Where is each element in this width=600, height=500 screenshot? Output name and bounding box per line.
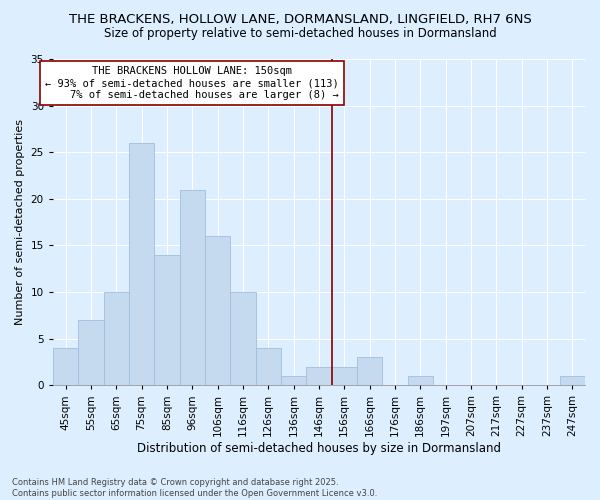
Bar [78, 320, 104, 386]
Bar [560, 376, 585, 386]
Text: Size of property relative to semi-detached houses in Dormansland: Size of property relative to semi-detach… [104, 28, 496, 40]
Bar [129, 143, 154, 386]
Text: THE BRACKENS HOLLOW LANE: 150sqm
← 93% of semi-detached houses are smaller (113): THE BRACKENS HOLLOW LANE: 150sqm ← 93% o… [46, 66, 339, 100]
Y-axis label: Number of semi-detached properties: Number of semi-detached properties [15, 119, 25, 325]
Bar [306, 366, 332, 386]
Text: Contains HM Land Registry data © Crown copyright and database right 2025.
Contai: Contains HM Land Registry data © Crown c… [12, 478, 377, 498]
Bar [53, 348, 78, 386]
Bar [104, 292, 129, 386]
Bar [332, 366, 357, 386]
Text: THE BRACKENS, HOLLOW LANE, DORMANSLAND, LINGFIELD, RH7 6NS: THE BRACKENS, HOLLOW LANE, DORMANSLAND, … [68, 12, 532, 26]
Bar [407, 376, 433, 386]
X-axis label: Distribution of semi-detached houses by size in Dormansland: Distribution of semi-detached houses by … [137, 442, 501, 455]
Bar [256, 348, 281, 386]
Bar [281, 376, 306, 386]
Bar [154, 255, 179, 386]
Bar [179, 190, 205, 386]
Bar [230, 292, 256, 386]
Bar [205, 236, 230, 386]
Bar [357, 358, 382, 386]
